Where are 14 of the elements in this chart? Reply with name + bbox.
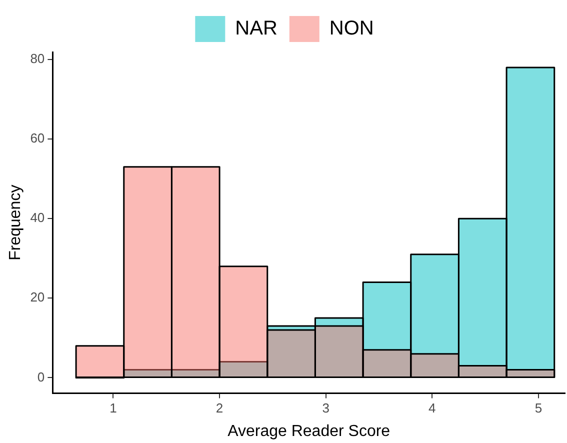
y-tick-label: 20 xyxy=(30,290,45,305)
x-tick-label: 4 xyxy=(428,400,436,416)
x-axis-title: Average Reader Score xyxy=(228,422,390,440)
y-tick-label: 0 xyxy=(37,369,45,384)
y-tick-label: 60 xyxy=(30,130,45,146)
y-axis-title: Frequency xyxy=(7,184,24,260)
x-tick-label: 1 xyxy=(110,400,117,416)
y-tick-label: 40 xyxy=(30,210,45,226)
y-tick-label: 80 xyxy=(30,51,45,66)
x-tick-label: 3 xyxy=(322,400,330,416)
x-tick-label: 2 xyxy=(216,400,224,416)
legend-label: NAR xyxy=(235,18,278,40)
legend-label: NON xyxy=(329,18,374,40)
x-tick-label: 5 xyxy=(534,400,542,416)
